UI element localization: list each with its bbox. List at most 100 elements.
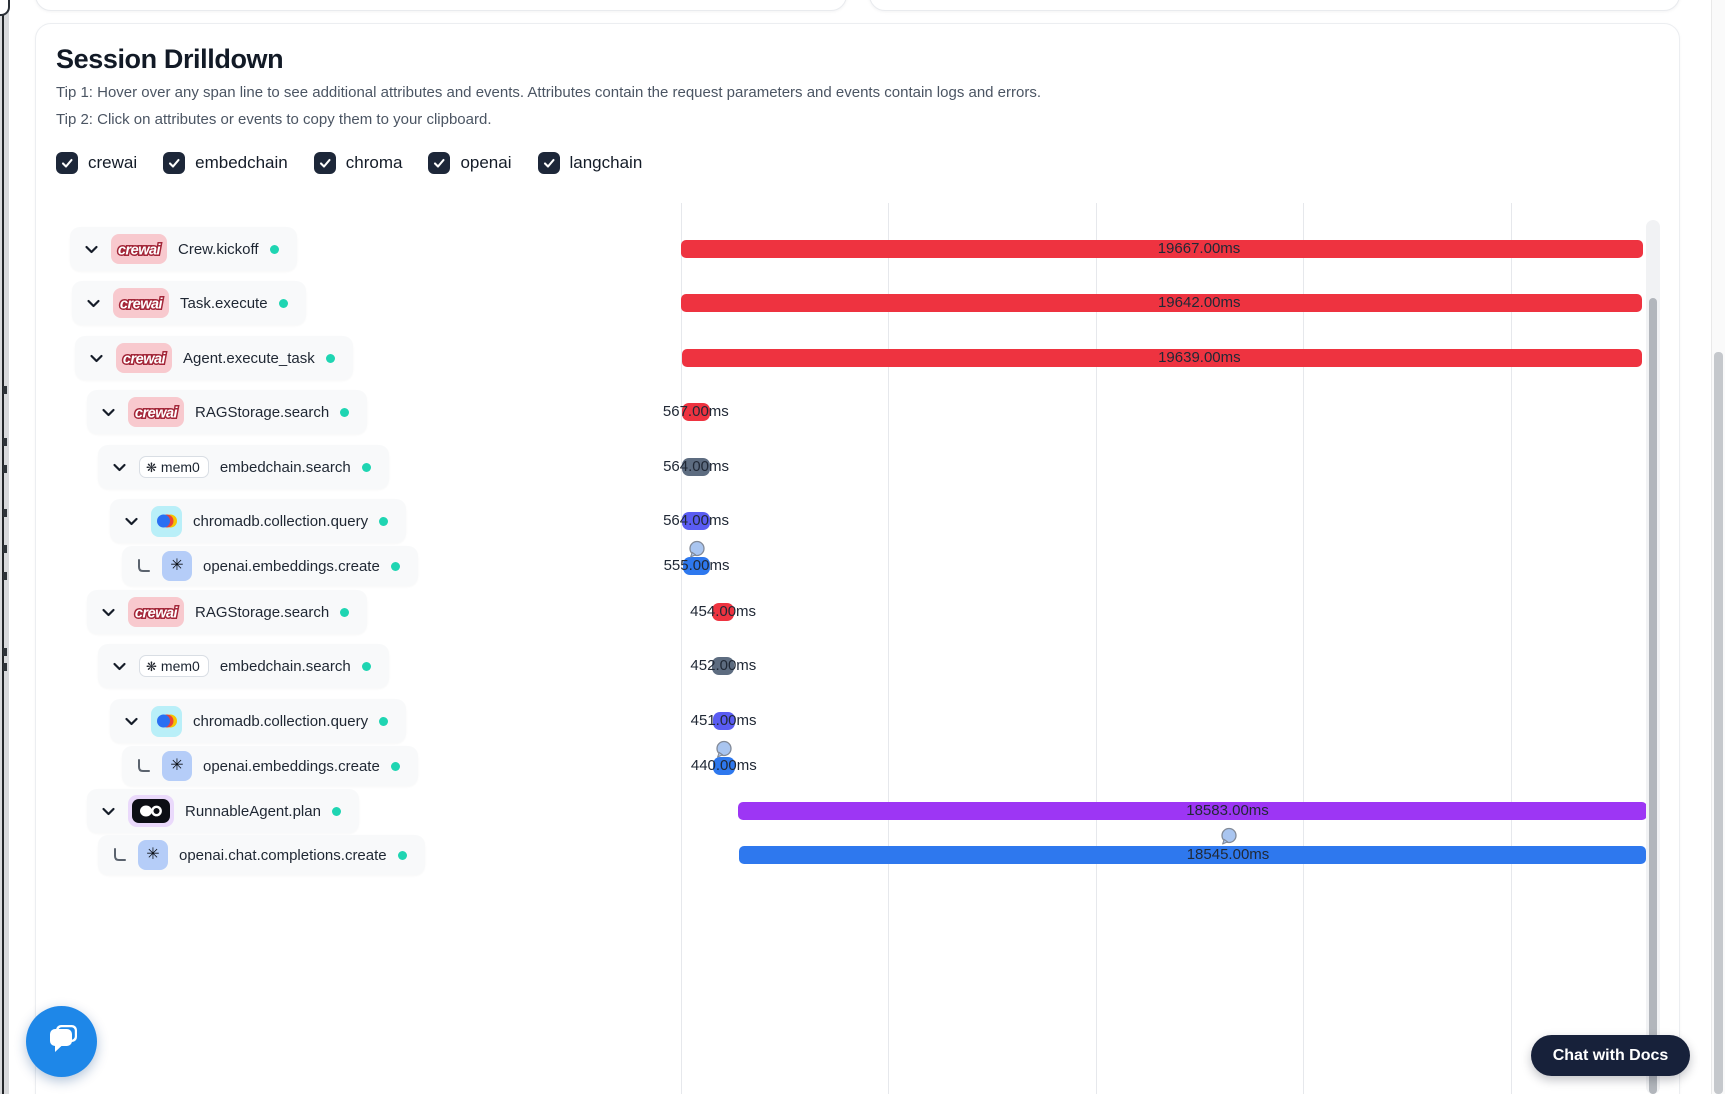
span-bar-crewai[interactable]: [681, 403, 710, 421]
page-scrollbar-track[interactable]: [1711, 0, 1725, 1094]
langchain-logo: [128, 795, 174, 827]
chroma-logo: [151, 505, 182, 537]
span-duration-label: 19642.00ms: [1157, 294, 1241, 311]
span-event-bubble[interactable]: [687, 540, 706, 564]
span-duration-label: 19667.00ms: [1157, 240, 1241, 257]
span-row-openai-embeddings-create[interactable]: ✳ openai.embeddings.create: [122, 546, 418, 586]
span-row-RAGStorage-search[interactable]: crewai RAGStorage.search: [87, 390, 368, 434]
status-dot: [278, 298, 288, 308]
span-bar-crewai[interactable]: [681, 294, 1643, 312]
crewai-logo: crewai: [128, 597, 184, 627]
filter-checkbox-openai[interactable]: openai: [428, 152, 512, 174]
span-row-RunnableAgent-plan[interactable]: RunnableAgent.plan: [87, 789, 359, 833]
chart-scrollbar-track[interactable]: [1646, 220, 1660, 1094]
openai-logo: ✳: [162, 551, 192, 581]
span-row-RAGStorage-search[interactable]: crewai RAGStorage.search: [87, 590, 368, 634]
framework-filter-group: crewai embedchain chroma openai langchain: [56, 152, 642, 174]
background-text-fragment: [3, 509, 7, 517]
background-text-fragment: [3, 386, 7, 394]
span-bar-crewai[interactable]: [681, 240, 1643, 258]
checkbox-checked-icon[interactable]: [537, 152, 560, 174]
filter-checkbox-embedchain[interactable]: embedchain: [163, 152, 288, 174]
speech-bubble-icon[interactable]: [714, 740, 733, 759]
checkbox-checked-icon[interactable]: [163, 152, 186, 174]
background-text-fragment: [3, 545, 7, 553]
span-label: Crew.kickoff: [178, 240, 259, 258]
background-page-edge: [2, 12, 4, 1094]
span-bar-chroma[interactable]: [712, 712, 735, 730]
mem0-flower-icon: ❋: [146, 658, 157, 674]
span-row-Agent-execute_task[interactable]: crewai Agent.execute_task: [75, 336, 353, 380]
span-label: embedchain.search: [219, 657, 351, 675]
span-duration-label: 451.00ms: [690, 712, 757, 729]
chevron-down-icon[interactable]: [83, 241, 100, 258]
chevron-down-icon[interactable]: [123, 713, 140, 730]
span-row-Crew-kickoff[interactable]: crewai Crew.kickoff: [70, 227, 297, 271]
tip-2-text: Tip 2: Click on attributes or events to …: [56, 111, 492, 128]
chart-scrollbar-thumb[interactable]: [1649, 298, 1657, 1094]
chevron-down-icon[interactable]: [100, 404, 117, 421]
checkbox-checked-icon[interactable]: [313, 152, 336, 174]
span-row-chromadb-collection-query[interactable]: chromadb.collection.query: [110, 699, 407, 743]
filter-label: crewai: [88, 153, 138, 172]
span-label: chromadb.collection.query: [193, 512, 369, 530]
span-bar-crewai[interactable]: [712, 603, 735, 621]
page-scrollbar-thumb[interactable]: [1714, 352, 1723, 1094]
span-bar-openai[interactable]: [682, 557, 711, 575]
elbow-connector-icon: [138, 759, 150, 772]
gridline: [888, 203, 889, 1094]
openai-knot-icon: ✳: [170, 757, 184, 774]
crewai-logo: crewai: [116, 343, 172, 373]
crewai-logo: crewai: [113, 288, 169, 318]
span-bar-chroma[interactable]: [682, 512, 710, 530]
openai-knot-icon: ✳: [170, 557, 184, 574]
crewai-logo: crewai: [111, 234, 167, 264]
speech-bubble-icon[interactable]: [1219, 827, 1238, 846]
span-row-openai-chat-completions-create[interactable]: ✳ openai.chat.completions.create: [98, 835, 425, 875]
filter-checkbox-chroma[interactable]: chroma: [313, 152, 402, 174]
status-dot: [397, 850, 407, 860]
chat-with-docs-button[interactable]: Chat with Docs: [1531, 1035, 1690, 1076]
span-row-chromadb-collection-query[interactable]: chromadb.collection.query: [110, 499, 407, 543]
span-bar-langchain[interactable]: [738, 802, 1647, 820]
span-bar-embedchain[interactable]: [682, 458, 710, 476]
background-text-fragment: [3, 572, 7, 580]
checkbox-checked-icon[interactable]: [56, 152, 78, 174]
span-duration-label: 452.00ms: [690, 657, 757, 674]
span-row-embedchain-search[interactable]: ❋ mem0 embedchain.search: [98, 644, 389, 688]
span-row-Task-execute[interactable]: crewai Task.execute: [72, 281, 306, 325]
chevron-down-icon[interactable]: [111, 459, 128, 476]
chevron-down-icon[interactable]: [100, 604, 117, 621]
speech-bubble-icon[interactable]: [687, 540, 706, 559]
svg-text:crewai: crewai: [120, 297, 164, 313]
chevron-down-icon[interactable]: [100, 803, 117, 820]
page-title: Session Drilldown: [56, 44, 284, 74]
crewai-logo: crewai: [128, 397, 184, 427]
filter-checkbox-crewai[interactable]: crewai: [56, 152, 137, 174]
status-dot: [361, 661, 371, 671]
langchain-parrot-chain-icon: [132, 799, 170, 823]
gridline: [1303, 203, 1304, 1094]
span-bar-embedchain[interactable]: [712, 657, 735, 675]
chevron-down-icon[interactable]: [123, 513, 140, 530]
span-label: openai.embeddings.create: [203, 557, 380, 575]
span-row-embedchain-search[interactable]: ❋ mem0 embedchain.search: [98, 445, 389, 489]
chevron-down-icon[interactable]: [111, 658, 128, 675]
span-label: Task.execute: [180, 294, 268, 312]
span-event-bubble[interactable]: [1219, 827, 1238, 851]
chevron-down-icon[interactable]: [88, 350, 105, 367]
gridline: [1096, 203, 1097, 1094]
span-event-bubble[interactable]: [714, 740, 733, 764]
span-bar-crewai[interactable]: [681, 349, 1643, 367]
filter-checkbox-langchain[interactable]: langchain: [537, 152, 642, 174]
span-bar-openai[interactable]: [713, 757, 735, 775]
tip-1-text: Tip 1: Hover over any span line to see a…: [56, 84, 1042, 101]
chat-launcher-button[interactable]: [26, 1006, 97, 1077]
span-bar-openai[interactable]: [739, 846, 1647, 864]
checkbox-checked-icon[interactable]: [428, 152, 451, 174]
chevron-down-icon[interactable]: [85, 295, 102, 312]
span-duration-label: 567.00ms: [662, 403, 729, 420]
background-page-sliver: [0, 0, 9, 1094]
status-dot: [340, 407, 350, 417]
span-row-openai-embeddings-create[interactable]: ✳ openai.embeddings.create: [122, 746, 418, 786]
